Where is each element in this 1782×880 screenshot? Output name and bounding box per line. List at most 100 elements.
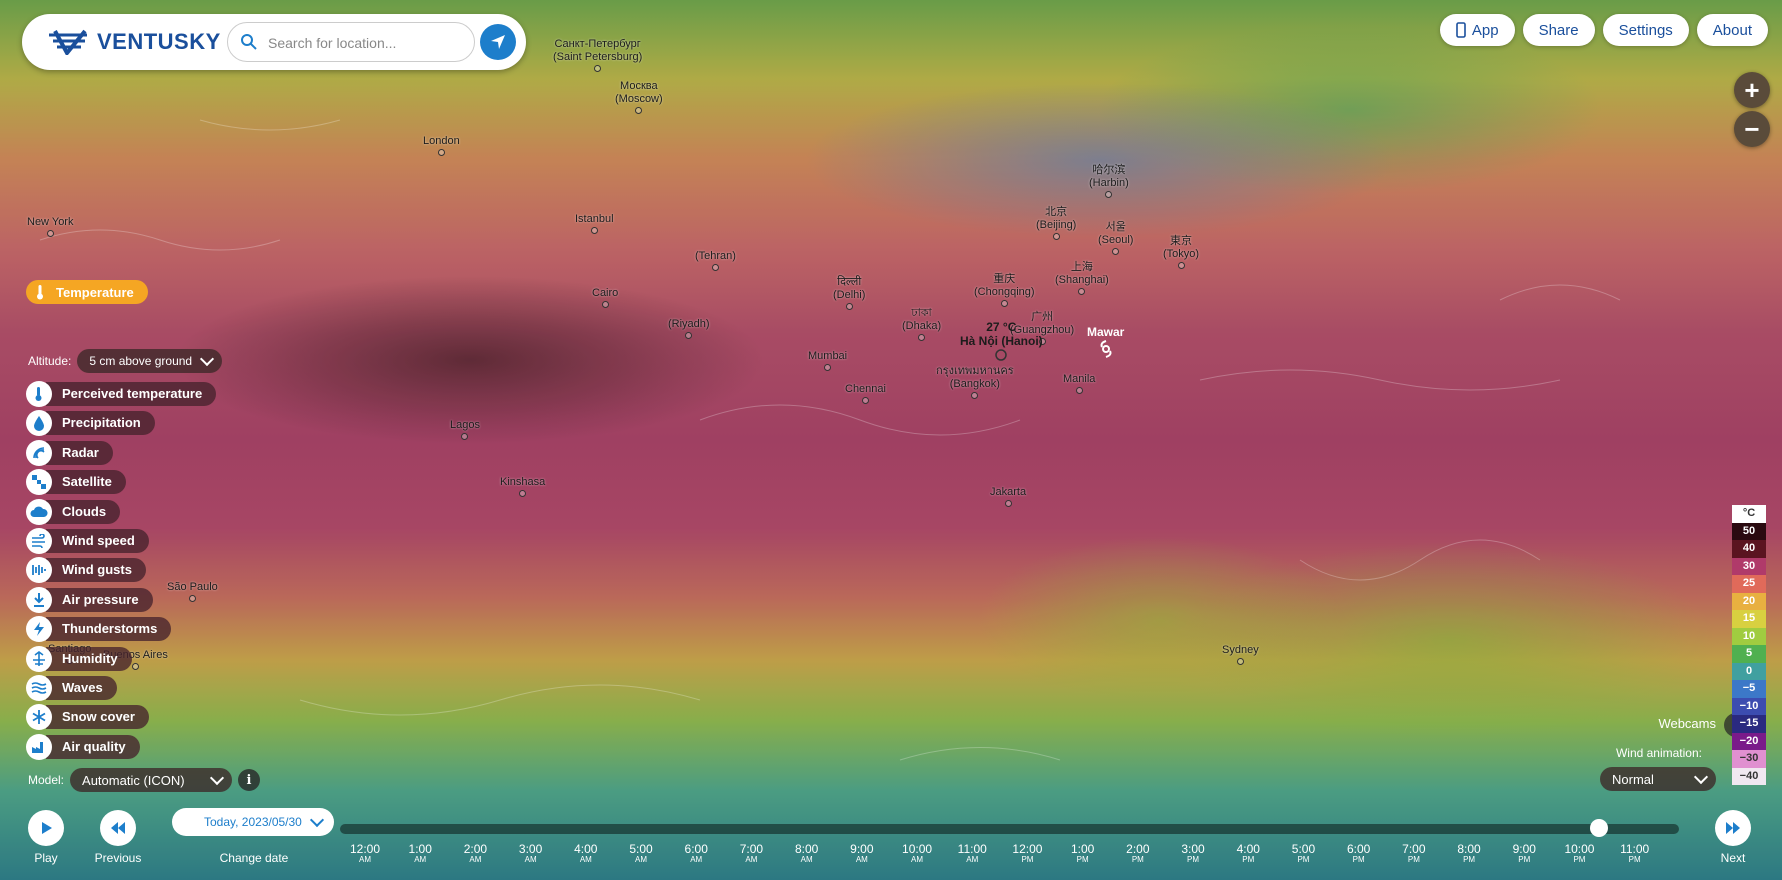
model-info-button[interactable]: i [238, 769, 261, 791]
timeline-hour[interactable]: 11:00 AM [947, 843, 997, 864]
timeline-hour[interactable]: 7:00 AM [726, 843, 776, 864]
hour-time: 6:00 [684, 842, 708, 856]
layer-radar-button[interactable]: Radar [26, 439, 113, 466]
play-button[interactable] [28, 810, 64, 846]
layer-thunderstorms-button[interactable]: Thunderstorms [26, 616, 172, 643]
city-label[interactable]: Mumbai [808, 350, 847, 371]
previous-button[interactable] [100, 810, 136, 846]
timeline-handle[interactable] [1590, 819, 1608, 837]
city-label[interactable]: 上海 (Shanghai) [1055, 261, 1109, 295]
timeline-hour[interactable]: 2:00 PM [1113, 843, 1163, 864]
city-label[interactable]: กรุงเทพมหานคร (Bangkok) [936, 365, 1014, 399]
about-button[interactable]: About [1696, 14, 1768, 46]
hour-period: PM [1076, 855, 1089, 864]
top-right-menu: App Share Settings About [1439, 14, 1768, 46]
timeline-hour[interactable]: 5:00 AM [616, 843, 666, 864]
timeline-hour[interactable]: 8:00 PM [1444, 843, 1494, 864]
city-label[interactable]: Санкт-Петербург (Saint Petersburg) [553, 38, 642, 72]
app-button[interactable]: App [1439, 14, 1515, 46]
webcams-label: Webcams [1658, 716, 1716, 731]
date-select[interactable]: Today, 2023/05/30 [172, 808, 334, 836]
previous-label: Previous [94, 851, 142, 865]
timeline-hour[interactable]: 8:00 AM [782, 843, 832, 864]
layer-air-quality-button[interactable]: Air quality [26, 733, 140, 760]
layer-air-pressure-button[interactable]: Air pressure [26, 586, 153, 613]
city-label[interactable]: London [423, 135, 460, 156]
altitude-select[interactable]: 5 cm above ground [77, 349, 223, 373]
hour-period: AM [359, 855, 371, 864]
layer-label: Wind gusts [46, 558, 146, 583]
layer-temperature-button[interactable]: Temperature [26, 280, 148, 304]
timeline-hour[interactable]: 3:00 AM [506, 843, 556, 864]
hour-period: PM [1463, 855, 1476, 864]
layer-wind-gusts-button[interactable]: Wind gusts [26, 557, 146, 584]
share-button[interactable]: Share [1522, 14, 1595, 46]
search-box[interactable] [227, 22, 475, 62]
search-input[interactable] [266, 32, 460, 54]
logo[interactable]: VENTUSKY [47, 29, 221, 55]
city-label[interactable]: (Riyadh) [668, 318, 710, 339]
city-label[interactable]: 哈尔滨 (Harbin) [1089, 164, 1129, 198]
layer-perceived-temperature-button[interactable]: Perceived temperature [26, 381, 217, 407]
layer-precipitation-button[interactable]: Precipitation [26, 410, 155, 437]
timeline-hour[interactable]: 10:00 PM [1554, 843, 1604, 864]
layer-wind-speed-button[interactable]: Wind speed [26, 528, 149, 554]
city-label[interactable]: Chennai [845, 383, 886, 404]
locate-me-button[interactable] [480, 24, 516, 60]
zoom-in-button[interactable]: + [1734, 72, 1770, 108]
city-label[interactable]: दिल्ली (Delhi) [833, 276, 865, 310]
next-button[interactable] [1715, 810, 1751, 846]
timeline-hour[interactable]: 11:00 PM [1610, 843, 1660, 864]
wind-animation-select[interactable]: Normal [1600, 767, 1716, 791]
timeline-hour[interactable]: 9:00 PM [1499, 843, 1549, 864]
layer-humidity-button[interactable]: Humidity [26, 645, 132, 672]
altitude-value: 5 cm above ground [89, 354, 193, 368]
city-label[interactable]: São Paulo [167, 581, 218, 602]
timeline-hour[interactable]: 12:00 AM [340, 843, 390, 864]
settings-button[interactable]: Settings [1602, 14, 1689, 46]
timeline-hour[interactable]: 10:00 AM [892, 843, 942, 864]
layer-waves-button[interactable]: Waves [26, 675, 117, 701]
model-label: Model: [28, 773, 65, 787]
timeline-hour[interactable]: 5:00 PM [1278, 843, 1328, 864]
city-label[interactable]: New York [27, 216, 73, 237]
chevron-down-icon [309, 812, 325, 828]
share-button-label: Share [1538, 21, 1579, 39]
city-label[interactable]: Kinshasa [500, 476, 545, 497]
timeline-track[interactable] [340, 824, 1679, 834]
city-label[interactable]: Cairo [592, 287, 618, 308]
timeline-hour[interactable]: 1:00 PM [1058, 843, 1108, 864]
timeline-hour[interactable]: 6:00 PM [1334, 843, 1384, 864]
timeline-hour[interactable]: 4:00 PM [1223, 843, 1273, 864]
selected-location-marker[interactable]: 27 °C Hà Nội (Hanoi) [960, 320, 1043, 367]
timeline-hour[interactable]: 7:00 PM [1389, 843, 1439, 864]
timeline-hour[interactable]: 3:00 PM [1168, 843, 1218, 864]
city-label[interactable]: Sydney [1222, 644, 1259, 665]
layer-snow-cover-button[interactable]: Snow cover [26, 704, 149, 731]
timeline-hour[interactable]: 9:00 AM [837, 843, 887, 864]
city-label[interactable]: Lagos [450, 419, 480, 440]
city-label[interactable]: 北京 (Beijing) [1036, 206, 1076, 240]
zoom-out-button[interactable]: − [1734, 111, 1770, 147]
layer-clouds-button[interactable]: Clouds [26, 498, 121, 525]
city-label[interactable]: Jakarta [990, 486, 1026, 507]
city-label[interactable]: ঢাকা (Dhaka) [902, 307, 941, 341]
layer-satellite-button[interactable]: Satellite [26, 469, 126, 496]
city-label[interactable]: 广州 (Guangzhou) [1010, 311, 1074, 345]
city-label[interactable]: 서울 (Seoul) [1098, 221, 1133, 255]
city-label[interactable]: 東京 (Tokyo) [1163, 235, 1199, 269]
legend-step: −40 [1732, 767, 1766, 785]
timeline-hour[interactable]: 12:00 PM [1002, 843, 1052, 864]
model-select[interactable]: Automatic (ICON) [70, 768, 233, 792]
storm-marker[interactable]: Mawar [1087, 325, 1124, 364]
timeline-hour[interactable]: 6:00 AM [671, 843, 721, 864]
timeline-hour[interactable]: 2:00 AM [450, 843, 500, 864]
city-label[interactable]: 重庆 (Chongqing) [974, 273, 1035, 307]
city-label[interactable]: (Tehran) [695, 250, 736, 271]
city-label[interactable]: Manila [1063, 373, 1095, 394]
city-label[interactable]: Москва (Moscow) [615, 80, 663, 114]
city-label[interactable]: Istanbul [575, 213, 614, 234]
timeline-hour[interactable]: 1:00 AM [395, 843, 445, 864]
timeline-hour[interactable]: 4:00 AM [561, 843, 611, 864]
